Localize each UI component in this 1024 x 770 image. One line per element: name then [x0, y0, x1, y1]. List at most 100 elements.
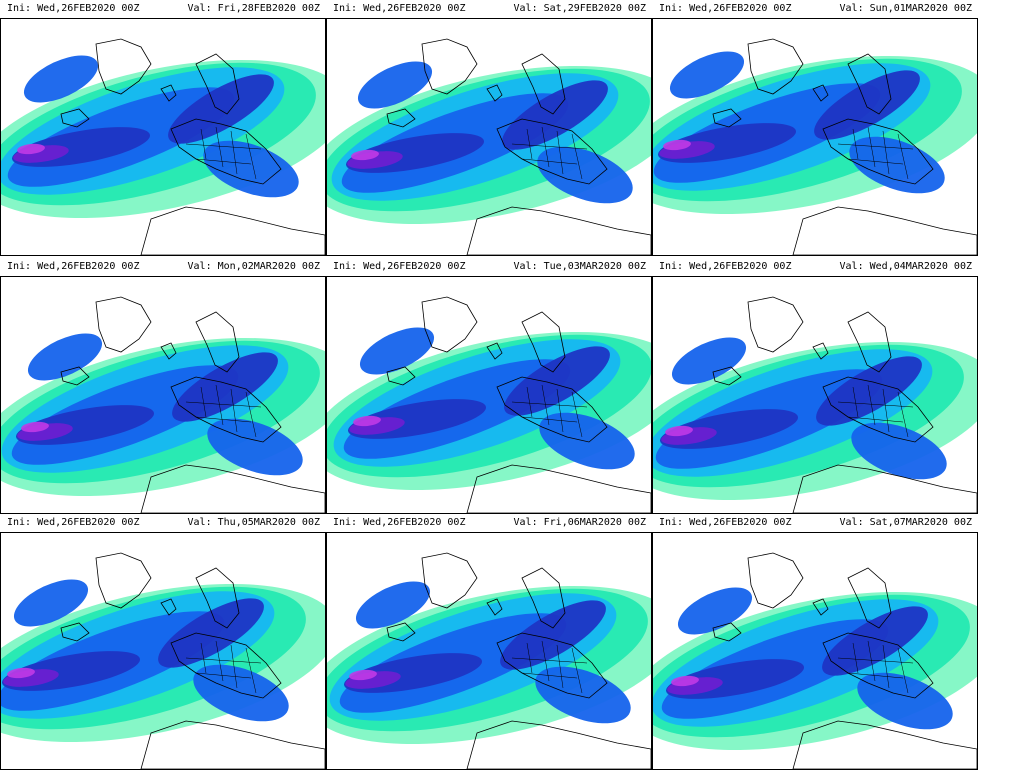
- deep-blue_band-area: [502, 80, 608, 150]
- coastlines: [712, 296, 977, 513]
- border-line: [541, 640, 550, 682]
- border-line: [847, 672, 904, 679]
- border-line: [556, 644, 564, 689]
- panel-header: Ini: Wed,26FEB2020 00Z Val: Sat,07MAR202…: [652, 514, 978, 532]
- coastlines: [386, 38, 651, 255]
- border-line: [245, 647, 257, 694]
- init-time-label: Ini: Wed,26FEB2020 00Z: [333, 517, 466, 528]
- valid-time-label: Val: Mon,02MAR2020 00Z: [187, 261, 320, 272]
- valid-time-label: Val: Sat,07MAR2020 00Z: [839, 517, 972, 528]
- border-line: [195, 158, 252, 165]
- magenta-core: [7, 667, 35, 679]
- border-line: [185, 143, 262, 150]
- coastline: [195, 567, 240, 629]
- coastline: [160, 84, 177, 102]
- precip-bands: [653, 587, 977, 751]
- border-line: [230, 388, 238, 433]
- border-line: [556, 388, 564, 433]
- border-line: [521, 416, 578, 423]
- init-time-label: Ini: Wed,26FEB2020 00Z: [333, 3, 466, 14]
- magenta-core: [671, 675, 699, 687]
- deep-blue_band-area: [172, 352, 278, 422]
- coastlines: [60, 296, 325, 513]
- init-time-label: Ini: Wed,26FEB2020 00Z: [7, 261, 140, 272]
- blue-band-area: [539, 412, 635, 470]
- coastline: [747, 552, 804, 609]
- precipitation-field: [327, 277, 651, 513]
- coastline: [160, 342, 177, 360]
- init-time-label: Ini: Wed,26FEB2020 00Z: [7, 3, 140, 14]
- forecast-map: [0, 18, 326, 256]
- border-line: [195, 416, 252, 423]
- forecast-panel-6: Ini: Wed,26FEB2020 00Z Val: Wed,04MAR202…: [652, 258, 978, 514]
- init-time-label: Ini: Wed,26FEB2020 00Z: [7, 517, 140, 528]
- border-line: [571, 647, 583, 694]
- border-line: [556, 130, 564, 175]
- border-line: [200, 386, 207, 418]
- border-line: [526, 642, 533, 674]
- magenta-core: [17, 143, 45, 155]
- border-line: [847, 416, 904, 423]
- border-line: [571, 391, 583, 438]
- valid-time-label: Val: Sun,01MAR2020 00Z: [839, 3, 972, 14]
- border-line: [852, 386, 859, 418]
- coastline: [747, 296, 804, 353]
- coastline: [812, 84, 829, 102]
- panel-header: Ini: Wed,26FEB2020 00Z Val: Sun,01MAR202…: [652, 0, 978, 18]
- coastlines: [60, 38, 325, 255]
- panel-header: Ini: Wed,26FEB2020 00Z Val: Mon,02MAR202…: [0, 258, 326, 276]
- coastline: [160, 598, 177, 616]
- coastlines: [386, 296, 651, 513]
- blue-band-area: [359, 327, 435, 375]
- coastline: [466, 464, 651, 513]
- border-line: [852, 128, 859, 160]
- forecast-panel-4: Ini: Wed,26FEB2020 00Z Val: Mon,02MAR202…: [0, 258, 326, 514]
- precipitation-field: [653, 19, 977, 255]
- border-line: [837, 401, 914, 408]
- panel-header: Ini: Wed,26FEB2020 00Z Val: Thu,05MAR202…: [0, 514, 326, 532]
- border-line: [195, 672, 252, 679]
- coastline: [486, 84, 503, 102]
- blue-band-area: [13, 579, 89, 627]
- border-line: [867, 126, 876, 168]
- coastline: [822, 632, 934, 699]
- country-borders: [511, 126, 588, 180]
- coastline: [747, 38, 804, 95]
- coastline: [60, 108, 90, 128]
- border-line: [521, 672, 578, 679]
- coastline: [521, 567, 566, 629]
- precipitation-field: [327, 533, 651, 769]
- magenta-core: [353, 415, 381, 427]
- coastlines: [712, 552, 977, 769]
- deep-blue_band-area: [504, 346, 610, 416]
- coastline: [792, 464, 977, 513]
- border-line: [511, 657, 588, 664]
- country-borders: [837, 384, 914, 438]
- coastline: [712, 366, 742, 386]
- border-line: [200, 128, 207, 160]
- forecast-panel-3: Ini: Wed,26FEB2020 00Z Val: Sun,01MAR202…: [652, 0, 978, 256]
- coastline: [140, 720, 325, 769]
- precipitation-field: [653, 277, 977, 513]
- coastlines: [712, 38, 977, 255]
- coastline: [140, 206, 325, 255]
- coastline: [822, 118, 934, 185]
- panel-header: Ini: Wed,26FEB2020 00Z Val: Sat,29FEB202…: [326, 0, 652, 18]
- coastline: [812, 342, 829, 360]
- precipitation-field: [327, 19, 651, 255]
- border-line: [837, 657, 914, 664]
- coastline: [712, 108, 742, 128]
- forecast-panel-2: Ini: Wed,26FEB2020 00Z Val: Sat,29FEB202…: [326, 0, 652, 256]
- valid-time-label: Val: Wed,04MAR2020 00Z: [839, 261, 972, 272]
- coastline: [792, 206, 977, 255]
- init-time-label: Ini: Wed,26FEB2020 00Z: [659, 3, 792, 14]
- border-line: [867, 640, 876, 682]
- deep-blue_band-area: [500, 600, 606, 670]
- coastline: [812, 598, 829, 616]
- coastline: [60, 366, 90, 386]
- country-borders: [511, 384, 588, 438]
- coastline: [496, 118, 608, 185]
- coastline: [847, 311, 892, 373]
- precip-bands: [327, 61, 651, 225]
- precip-bands: [327, 581, 651, 745]
